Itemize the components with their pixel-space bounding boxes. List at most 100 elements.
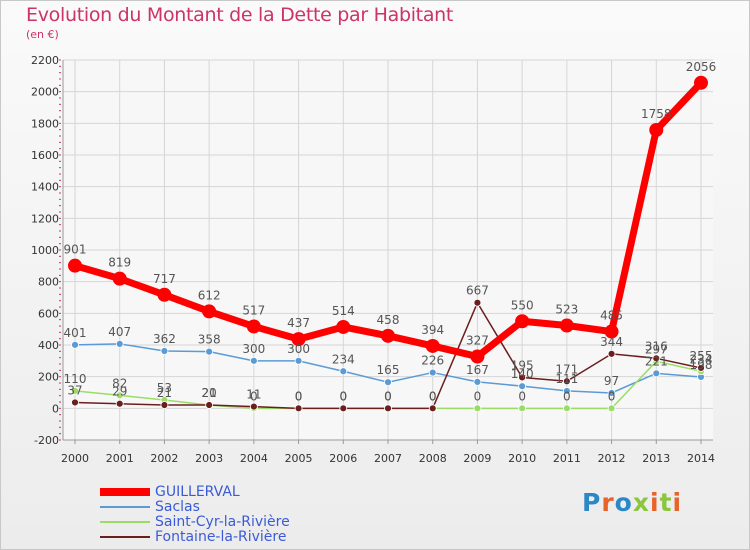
data-point — [246, 319, 261, 334]
data-label: 401 — [64, 326, 87, 340]
data-point — [473, 404, 482, 413]
data-point — [202, 304, 217, 319]
y-tick-label: 1800 — [31, 117, 59, 130]
data-label: 234 — [690, 352, 713, 366]
x-tick-label: 2013 — [642, 452, 670, 465]
y-tick-label: 1000 — [31, 244, 59, 257]
chart-title: Evolution du Montant de la Dette par Hab… — [26, 4, 454, 26]
data-point — [249, 356, 258, 365]
data-point — [562, 387, 571, 395]
data-label: 53 — [157, 381, 172, 395]
data-point — [428, 368, 437, 377]
series-layer — [68, 75, 708, 413]
axes: -200020040060080010001200140016001800200… — [31, 54, 715, 465]
data-point — [473, 298, 482, 307]
data-label: 21 — [157, 386, 172, 400]
legend-swatch — [100, 488, 150, 496]
data-label: 437 — [287, 316, 310, 330]
x-tick-label: 2009 — [463, 452, 491, 465]
grid — [63, 59, 713, 441]
data-label: 0 — [384, 389, 392, 403]
data-point — [515, 314, 530, 329]
data-label: 234 — [332, 352, 355, 366]
data-point — [291, 332, 306, 347]
data-point — [294, 356, 303, 365]
x-tick-label: 2012 — [598, 452, 626, 465]
data-label: 165 — [377, 363, 400, 377]
data-label: 0 — [429, 389, 437, 403]
data-label: 20 — [202, 386, 217, 400]
data-label: 21 — [202, 386, 217, 400]
data-point — [694, 75, 708, 90]
data-label: 514 — [332, 304, 355, 318]
data-point — [384, 378, 392, 387]
logo-letter: i — [650, 488, 660, 517]
data-label: 221 — [645, 354, 668, 368]
data-label: 612 — [198, 288, 221, 302]
data-point — [68, 258, 82, 273]
data-label: 300 — [287, 342, 310, 356]
data-label: 195 — [511, 358, 534, 372]
x-tick-label: 2001 — [106, 452, 134, 465]
data-point — [518, 404, 527, 413]
data-point — [339, 404, 348, 413]
data-label: 407 — [108, 325, 131, 339]
y-tick-label: 2000 — [31, 86, 59, 99]
data-label: 819 — [108, 256, 131, 270]
x-tick-label: 2002 — [150, 452, 178, 465]
data-label: 0 — [518, 389, 526, 403]
data-label: 667 — [466, 284, 489, 298]
data-label: 82 — [112, 376, 127, 390]
x-tick-label: 2000 — [61, 452, 89, 465]
data-point — [649, 122, 664, 137]
data-point — [71, 387, 79, 395]
data-point — [249, 402, 258, 411]
data-label: 394 — [421, 323, 444, 337]
data-point — [559, 318, 574, 333]
data-label: 255 — [690, 349, 713, 363]
data-point — [381, 328, 395, 343]
proxiti-logo: Proxiti — [582, 488, 682, 517]
data-point — [562, 377, 571, 386]
data-label: 97 — [604, 374, 619, 388]
data-label: 0 — [339, 389, 347, 403]
data-label: 1758 — [641, 107, 672, 121]
x-tick-label: 2004 — [240, 452, 268, 465]
y-tick-label: 0 — [52, 402, 59, 415]
legend-swatch — [100, 506, 150, 508]
data-label: 0 — [608, 389, 616, 403]
y-tick-label: 800 — [38, 276, 59, 289]
data-point — [112, 271, 127, 286]
logo-letter: x — [632, 488, 650, 517]
data-point — [652, 369, 661, 378]
legend-label: Fontaine-la-Rivière — [155, 529, 287, 545]
x-tick-label: 2007 — [374, 452, 402, 465]
data-label: 316 — [645, 339, 668, 353]
data-label: 171 — [555, 362, 578, 376]
data-label: 485 — [600, 309, 623, 323]
data-point — [160, 347, 169, 355]
data-point — [604, 324, 619, 339]
data-point — [160, 401, 169, 409]
data-point — [470, 349, 485, 364]
data-point — [205, 347, 214, 356]
data-point — [294, 404, 303, 413]
data-label: 110 — [64, 372, 87, 386]
data-point — [562, 404, 571, 413]
logo-letter: o — [614, 488, 633, 517]
chart-unit: (en €) — [26, 28, 59, 41]
data-point — [607, 349, 616, 358]
x-tick-label: 2011 — [553, 452, 581, 465]
y-tick-label: -200 — [34, 434, 59, 447]
data-label: 344 — [600, 335, 623, 349]
y-tick-label: 1400 — [31, 181, 59, 194]
data-label: 0 — [563, 389, 571, 403]
data-label: 0 — [295, 389, 303, 403]
data-label: 523 — [555, 303, 578, 317]
data-point — [384, 404, 392, 413]
data-label: 167 — [466, 363, 489, 377]
x-tick-label: 2006 — [329, 452, 357, 465]
data-point — [428, 404, 437, 413]
data-point — [115, 391, 124, 400]
logo-letter: i — [672, 488, 683, 517]
